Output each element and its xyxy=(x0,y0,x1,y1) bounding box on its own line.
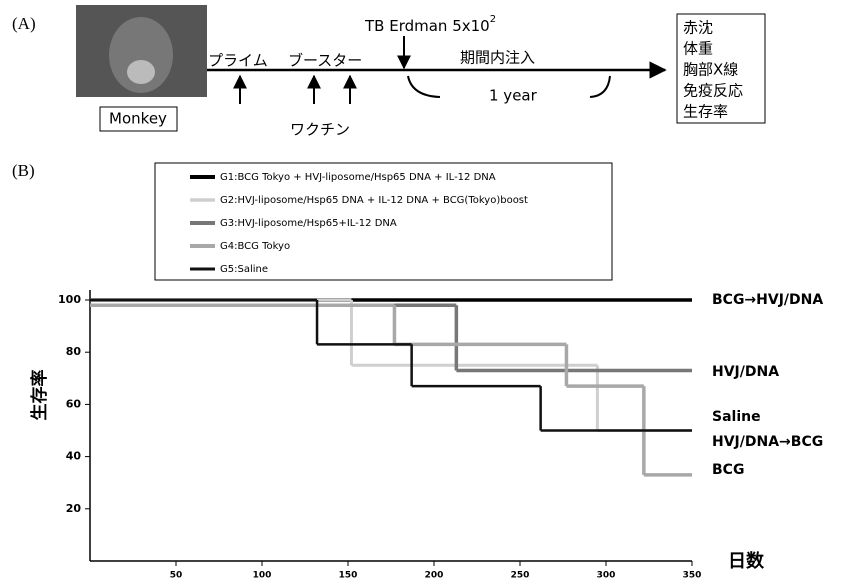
period-label: 期間内注入 xyxy=(460,49,535,67)
prime-label: プライム xyxy=(208,52,268,70)
y-tick-label: 60 xyxy=(66,397,82,410)
measure: 体重 xyxy=(683,40,713,58)
bracket xyxy=(590,76,610,97)
x-tick-label: 50 xyxy=(170,571,183,581)
subject-label: Monkey xyxy=(109,110,167,128)
measure: 生存率 xyxy=(683,103,728,121)
legend-label: G2:HVJ-liposome/Hsp65 DNA + IL-12 DNA + … xyxy=(220,195,528,206)
y-axis-label: 生存率 xyxy=(29,370,50,421)
legend-label: G1:BCG Tokyo + HVJ-liposome/Hsp65 DNA + … xyxy=(220,172,496,183)
monkey-face xyxy=(127,60,155,84)
x-axis-label: 日数 xyxy=(728,550,765,572)
x-tick-label: 200 xyxy=(425,571,444,581)
series-label: BCG xyxy=(712,462,744,478)
x-tick-label: 150 xyxy=(339,571,358,581)
vaccine-label: ワクチン xyxy=(290,121,350,139)
x-tick-label: 100 xyxy=(253,571,272,581)
panel-label: (B) xyxy=(12,161,35,180)
legend-label: G5:Saline xyxy=(220,264,268,275)
x-tick-label: 350 xyxy=(683,571,702,581)
series-label: Saline xyxy=(712,409,761,425)
y-tick-label: 80 xyxy=(66,345,82,358)
panel-label: (A) xyxy=(12,14,36,33)
figure: (A) Monkey プライム ブースター ワクチン TB Erdman 5x1… xyxy=(0,0,841,583)
series-label: BCG→HVJ/DNA xyxy=(712,292,823,308)
x-tick-label: 300 xyxy=(597,571,616,581)
x-tick-label: 250 xyxy=(511,571,530,581)
challenge-exponent: 2 xyxy=(490,14,496,25)
challenge-label: TB Erdman 5x102 xyxy=(364,14,496,35)
series-label: HVJ/DNA xyxy=(712,364,779,380)
y-tick-label: 40 xyxy=(66,450,82,463)
challenge-text: TB Erdman 5x10 xyxy=(364,17,490,35)
series-label: HVJ/DNA→BCG xyxy=(712,434,823,450)
y-tick-label: 20 xyxy=(66,502,82,515)
bracket xyxy=(408,76,440,97)
duration-label: 1 year xyxy=(489,87,538,105)
measure: 免疫反応 xyxy=(683,82,743,100)
measure: 赤沈 xyxy=(683,19,713,37)
legend-label: G3:HVJ-liposome/Hsp65+IL-12 DNA xyxy=(220,218,397,229)
y-tick-label: 100 xyxy=(58,293,81,306)
booster-label: ブースター xyxy=(288,52,362,70)
measure: 胸部X線 xyxy=(683,61,738,79)
legend-label: G4:BCG Tokyo xyxy=(220,241,290,252)
